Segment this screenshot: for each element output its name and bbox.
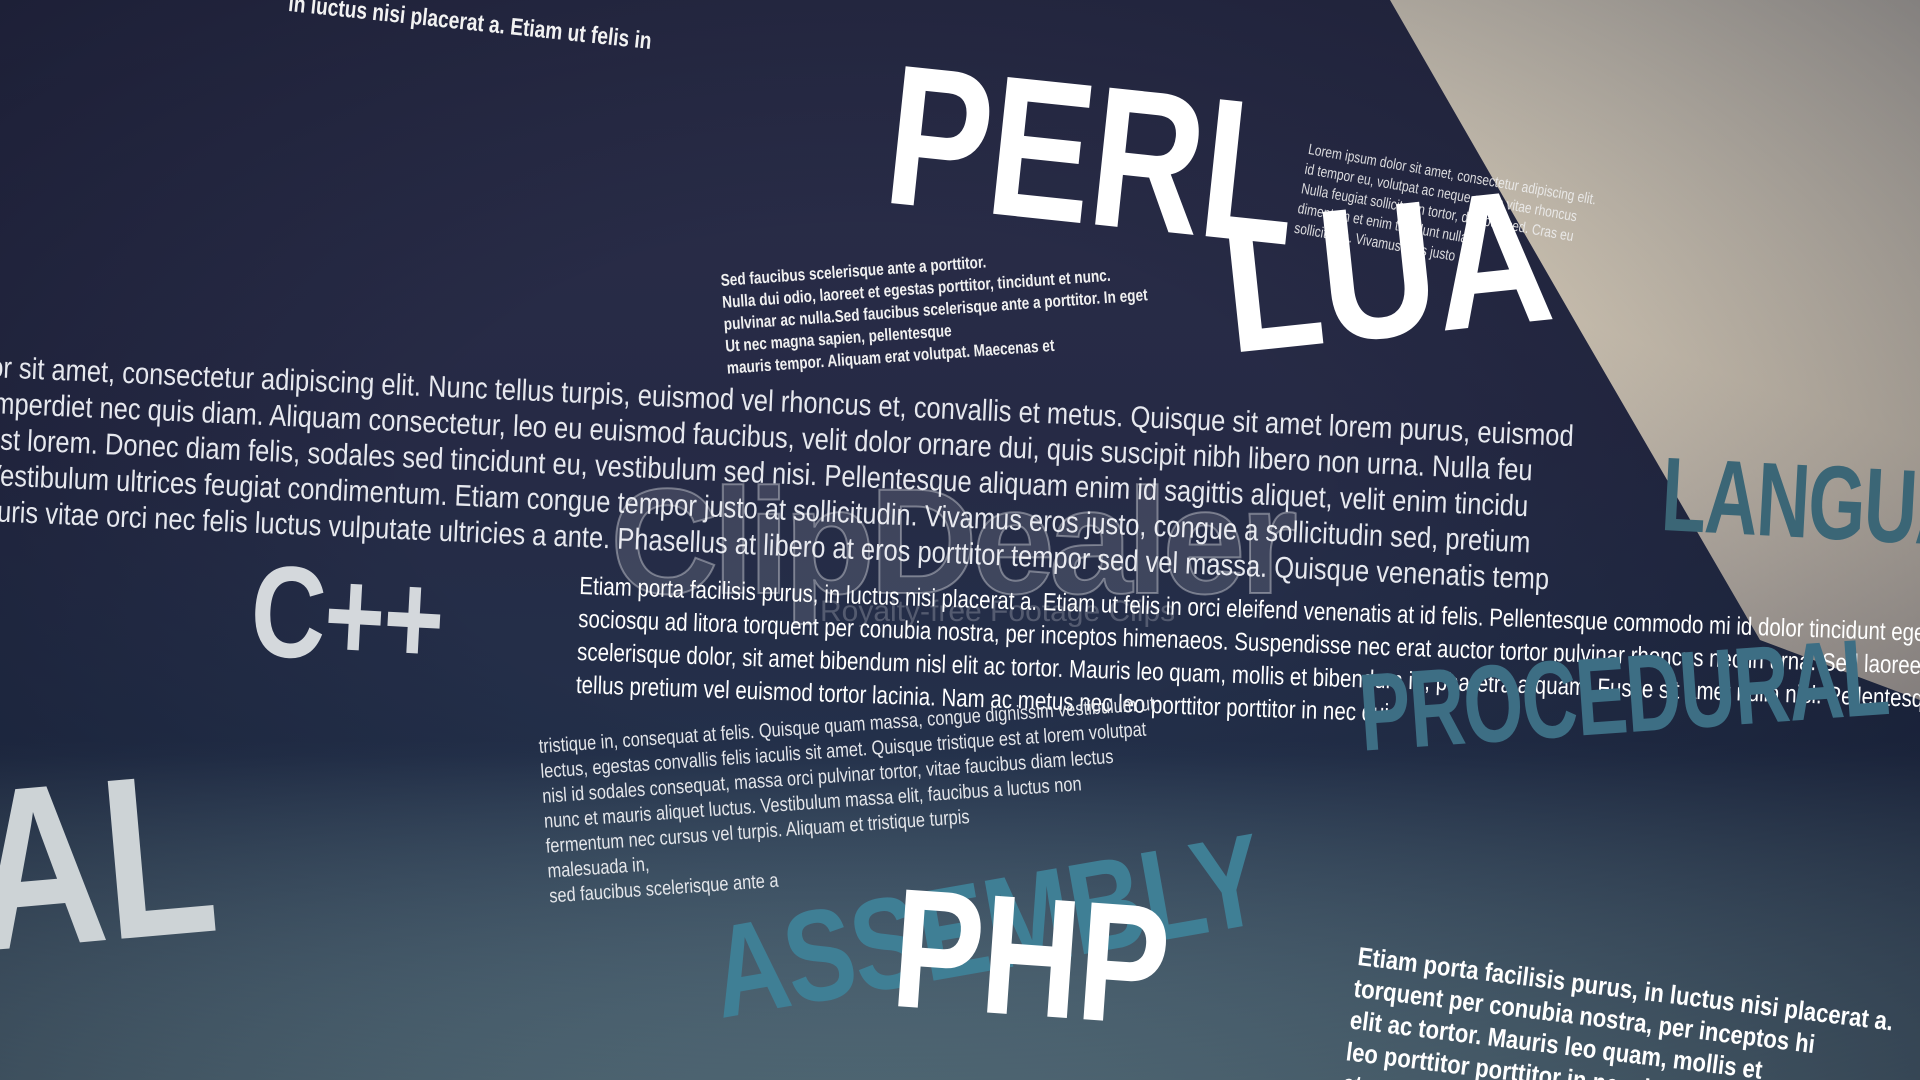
watermark: ClipDealer	[609, 456, 1299, 626]
word: LUA	[1212, 148, 1560, 394]
word: PHP	[886, 852, 1174, 1062]
watermark-tagline: Royalty-free Footage Clips	[820, 595, 1176, 628]
word: C++	[247, 536, 447, 693]
word: AL	[0, 722, 224, 1001]
